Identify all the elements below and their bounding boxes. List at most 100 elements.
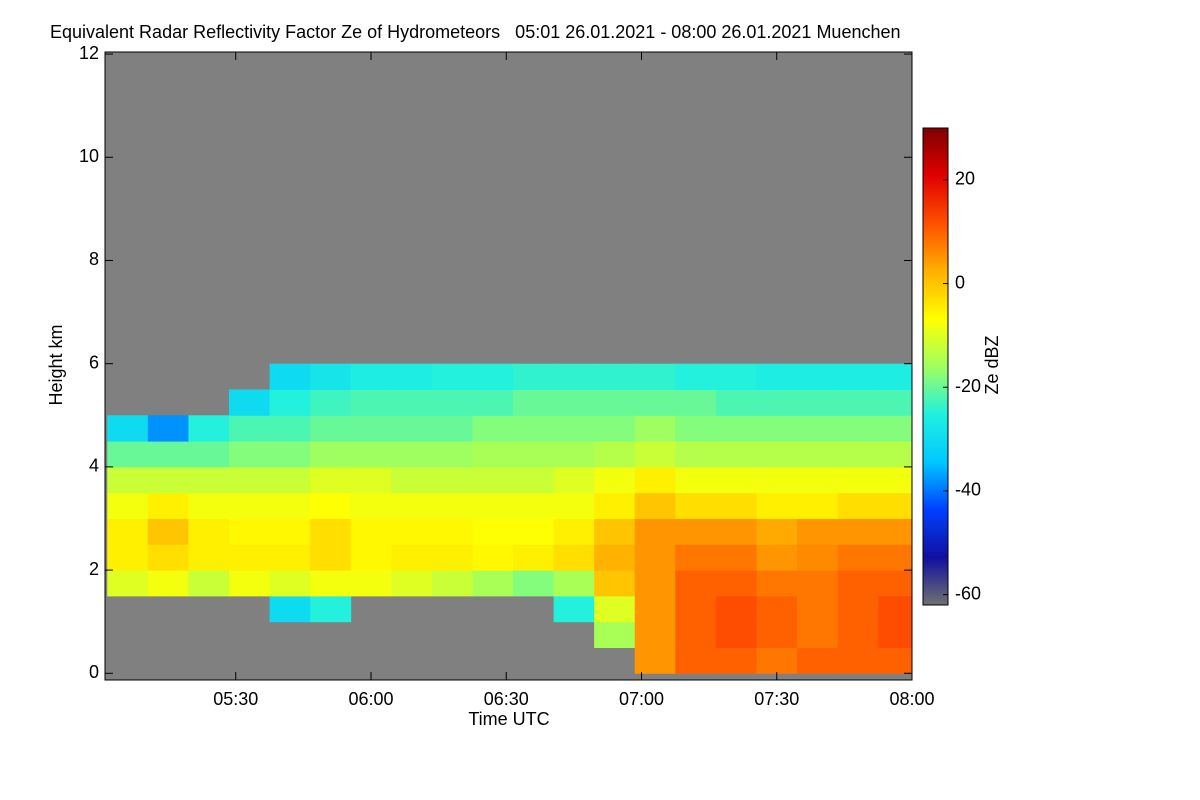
heatmap-cell	[431, 518, 473, 545]
heatmap-cell	[797, 466, 839, 494]
heatmap-cell	[107, 415, 149, 442]
heatmap-cell	[188, 570, 230, 597]
y-tick-label: 8	[89, 249, 99, 269]
heatmap-cell	[269, 415, 311, 442]
heatmap-cell	[107, 544, 149, 571]
heatmap-cell	[310, 415, 352, 442]
heatmap-cell	[594, 518, 636, 545]
heatmap-cell	[350, 492, 392, 519]
heatmap-cell	[675, 415, 717, 442]
colorbar	[922, 127, 949, 606]
heatmap-cell	[431, 570, 473, 597]
heatmap-cell	[188, 518, 230, 545]
heatmap-cell	[675, 363, 717, 390]
heatmap-cell	[269, 363, 311, 390]
heatmap-cell	[228, 492, 271, 519]
heatmap-cell	[188, 415, 230, 442]
heatmap-cell	[553, 389, 595, 416]
heatmap-cell	[107, 441, 149, 468]
colorbar-label: Ze dBZ	[982, 335, 1002, 394]
heatmap-cell	[634, 492, 676, 519]
x-tick-label: 05:30	[213, 689, 258, 709]
heatmap-cell	[715, 466, 757, 494]
heatmap-cell	[553, 415, 595, 442]
heatmap-cell	[878, 595, 912, 623]
heatmap-cell	[310, 389, 352, 416]
heatmap-cell	[391, 544, 433, 571]
heatmap-cell	[107, 518, 149, 545]
heatmap-cell	[513, 441, 555, 468]
heatmap-cell	[675, 389, 717, 416]
heatmap-cell	[350, 544, 392, 571]
heatmap-cell	[472, 389, 514, 416]
heatmap-cell	[553, 518, 595, 545]
heatmap-cell	[675, 621, 717, 648]
heatmap-cell	[269, 492, 311, 519]
heatmap-cell	[350, 415, 392, 442]
heatmap-cell	[878, 415, 912, 442]
heatmap-cell	[107, 570, 149, 597]
heatmap-cell	[472, 415, 514, 442]
heatmap-cell	[715, 492, 757, 519]
heatmap-cell	[310, 441, 352, 468]
heatmap-cell	[228, 570, 271, 597]
heatmap-cell	[513, 570, 555, 597]
heatmap-cell	[310, 595, 352, 623]
heatmap-cell	[553, 570, 595, 597]
heatmap-cell	[147, 441, 189, 468]
heatmap-cell	[228, 415, 271, 442]
heatmap-cell	[513, 363, 555, 390]
heatmap-cell	[391, 389, 433, 416]
heatmap-cell	[675, 492, 717, 519]
heatmap-cell	[878, 389, 912, 416]
heatmap-cell	[715, 518, 757, 545]
heatmap-cell	[837, 441, 879, 468]
heatmap-cell	[594, 466, 636, 494]
heatmap-cell	[634, 621, 676, 648]
heatmap-cell	[715, 647, 757, 674]
y-tick-label: 2	[89, 559, 99, 579]
heatmap-cell	[634, 441, 676, 468]
heatmap-cell	[472, 570, 514, 597]
heatmap-cell	[594, 544, 636, 571]
heatmap-cell	[837, 621, 879, 648]
heatmap-cell	[350, 466, 392, 494]
x-tick-label: 07:30	[754, 689, 799, 709]
heatmap-cell	[431, 492, 473, 519]
heatmap-cell	[837, 492, 879, 519]
y-tick-label: 6	[89, 352, 99, 372]
heatmap-cell	[715, 363, 757, 390]
heatmap-cell	[269, 389, 311, 416]
heatmap-cell	[715, 621, 757, 648]
heatmap-cell	[513, 492, 555, 519]
heatmap-cell	[472, 441, 514, 468]
heatmap-cell	[715, 389, 757, 416]
heatmap-cell	[594, 415, 636, 442]
heatmap-cell	[675, 595, 717, 623]
y-tick-label: 12	[79, 43, 99, 63]
heatmap-cell	[269, 466, 311, 494]
heatmap-cell	[634, 466, 676, 494]
heatmap-cell	[878, 570, 912, 597]
heatmap-cell	[472, 518, 514, 545]
heatmap-cell	[513, 415, 555, 442]
heatmap-cell	[350, 518, 392, 545]
heatmap-cell	[472, 363, 514, 390]
heatmap-cell	[634, 544, 676, 571]
heatmap-cell	[878, 363, 912, 390]
heatmap-cell	[107, 492, 149, 519]
heatmap-cell	[756, 466, 798, 494]
heatmap-cell	[228, 518, 271, 545]
heatmap-cell	[350, 363, 392, 390]
heatmap-cell	[715, 544, 757, 571]
heatmap-cell	[513, 544, 555, 571]
heatmap-cell	[675, 570, 717, 597]
heatmap-cell	[553, 363, 595, 390]
plot-frame	[104, 51, 913, 681]
heatmap-cell	[553, 441, 595, 468]
heatmap-cell	[513, 389, 555, 416]
heatmap-cell	[147, 466, 189, 494]
heatmap-cell	[797, 621, 839, 648]
heatmap-cell	[756, 363, 798, 390]
